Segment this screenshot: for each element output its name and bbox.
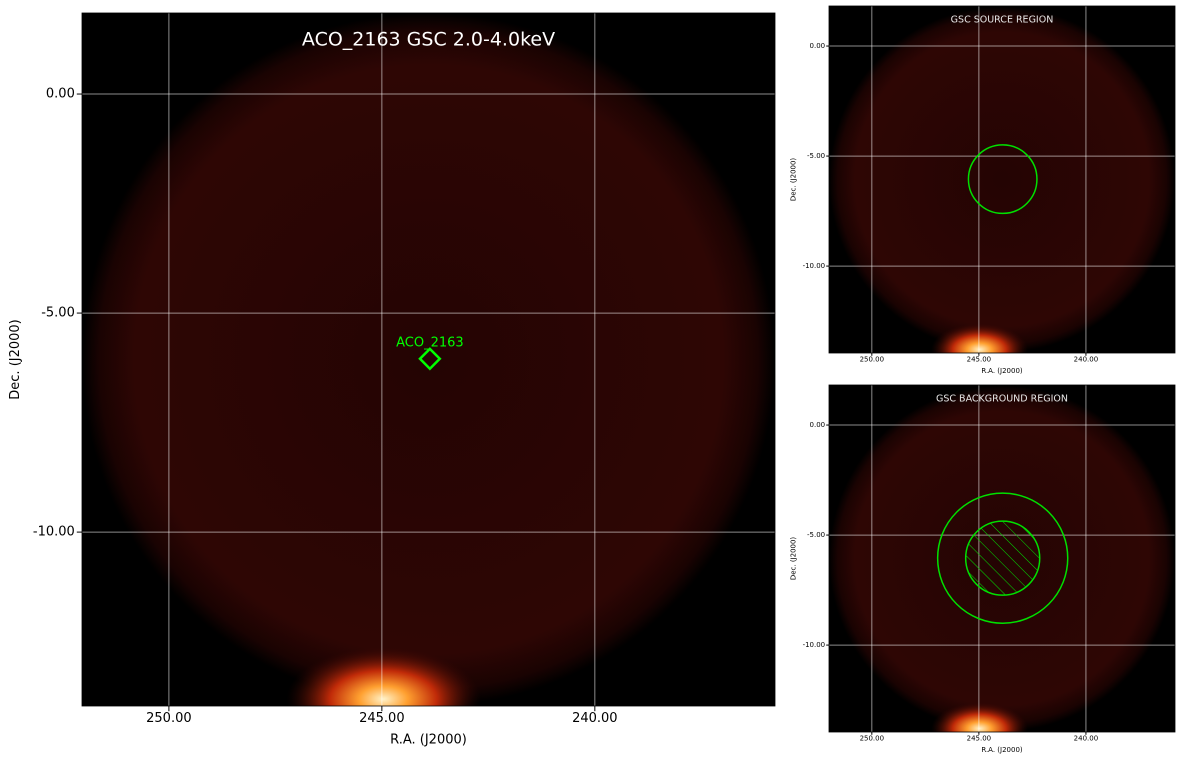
- x-tick-label: 250.00: [860, 735, 885, 743]
- x-tick-label: 240.00: [572, 711, 618, 726]
- background-outer: [936, 492, 1069, 624]
- plot-frame: [81, 12, 776, 707]
- y-tick-label: -5.00: [807, 152, 825, 160]
- exposure-disk: [829, 6, 1175, 353]
- x-tick-label: 245.00: [967, 356, 992, 364]
- main: 250.00 245.00 240.00 0.00 -5.00 -10.00 R.A. (J…: [8, 12, 776, 747]
- y-axis-label: Dec. (J2000): [789, 158, 797, 202]
- x-tick-label: 245.00: [359, 711, 405, 726]
- background-panel: 250.00 245.00 240.00 0.00 -5.00 -10.00 R.A. (J…: [789, 384, 1176, 754]
- x-tick-label: 240.00: [1074, 356, 1099, 364]
- y-tick-label: 0.00: [46, 87, 75, 102]
- y-tick-label: 0.00: [810, 421, 826, 429]
- y-axis-label: Dec. (J2000): [8, 319, 23, 399]
- source-panel: 250.00 245.00 240.00 0.00 -5.00 -10.00 R.A. (J…: [789, 5, 1176, 375]
- sky-image: [829, 6, 1175, 353]
- x-tick-label: 250.00: [860, 356, 885, 364]
- sky-image: [82, 13, 775, 706]
- bright-source: [286, 647, 481, 706]
- panel-title: ACO_2163 GSC 2.0-4.0keV: [302, 29, 555, 51]
- plot-frame: [828, 384, 1176, 733]
- y-tick-label: -5.00: [41, 306, 75, 321]
- y-tick-label: -10.00: [803, 262, 826, 270]
- source-label: ACO_2163: [396, 335, 464, 350]
- x-tick-label: 245.00: [967, 735, 992, 743]
- y-tick-label: 0.00: [810, 42, 826, 50]
- panel-title: GSC BACKGROUND REGION: [936, 394, 1068, 405]
- background-excluded: [964, 520, 1041, 596]
- y-tick-label: -10.00: [803, 641, 826, 649]
- y-tick-label: -10.00: [33, 525, 75, 540]
- source-region: [967, 144, 1038, 215]
- x-axis-label: R.A. (J2000): [390, 732, 467, 747]
- bright-source: [931, 702, 1028, 732]
- bright-source: [931, 323, 1028, 353]
- x-tick-label: 240.00: [1074, 735, 1099, 743]
- x-tick-label: 250.00: [146, 711, 192, 726]
- exposure-disk: [82, 13, 775, 706]
- y-axis-label: Dec. (J2000): [789, 537, 797, 581]
- x-axis-label: R.A. (J2000): [981, 367, 1023, 375]
- x-axis-label: R.A. (J2000): [981, 746, 1023, 754]
- y-tick-label: -5.00: [807, 531, 825, 539]
- source-marker: [418, 347, 442, 371]
- plot-frame: [828, 5, 1176, 354]
- panel-title: GSC SOURCE REGION: [951, 15, 1054, 26]
